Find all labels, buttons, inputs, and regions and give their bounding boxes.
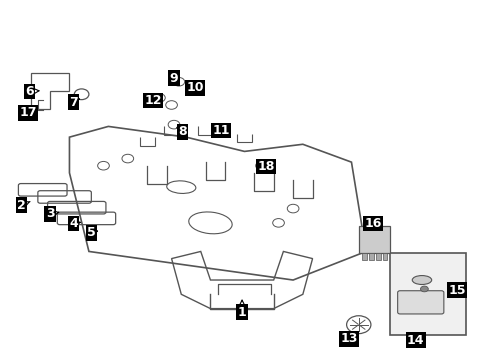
Text: 4: 4 [69, 217, 80, 230]
Text: 6: 6 [25, 85, 39, 98]
Text: 18: 18 [257, 160, 275, 173]
Text: 8: 8 [176, 125, 186, 138]
Text: 5: 5 [87, 226, 97, 239]
Circle shape [420, 286, 427, 292]
Text: 13: 13 [340, 333, 357, 346]
Bar [368, 253, 373, 260]
Text: 16: 16 [364, 217, 381, 230]
Text: 14: 14 [406, 333, 424, 347]
Text: 17: 17 [20, 106, 37, 120]
Text: 11: 11 [212, 124, 229, 137]
Text: 10: 10 [186, 81, 203, 94]
Text: 1: 1 [237, 300, 246, 319]
Text: 12: 12 [144, 94, 162, 107]
FancyBboxPatch shape [397, 291, 443, 314]
Text: 3: 3 [45, 207, 59, 220]
Bar [375, 253, 380, 260]
Bar [358, 226, 389, 253]
Bar [362, 253, 366, 260]
Text: 9: 9 [169, 72, 178, 85]
Text: 15: 15 [448, 284, 465, 297]
Text: 2: 2 [18, 198, 30, 212]
Text: 7: 7 [69, 96, 79, 109]
Bar [382, 253, 386, 260]
Bar [389, 253, 465, 336]
Ellipse shape [411, 275, 431, 284]
